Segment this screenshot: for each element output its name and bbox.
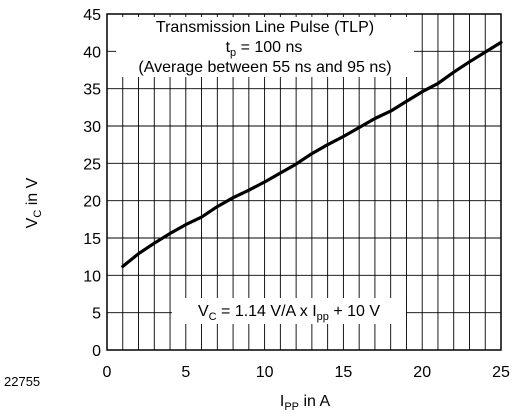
x-tick-label: 25: [492, 364, 510, 381]
x-tick-label: 10: [256, 364, 274, 381]
x-axis-label: IPP in A: [280, 393, 331, 413]
title-box-background: [116, 17, 414, 77]
y-tick-label: 30: [83, 119, 101, 136]
title-line-1: Transmission Line Pulse (TLP): [156, 19, 374, 36]
x-tick-labels: 0 5 10 15 20 25: [103, 364, 510, 381]
y-tick-label: 25: [83, 156, 101, 173]
y-tick-label: 10: [83, 268, 101, 285]
series-line: [121, 40, 503, 268]
title-line-3: (Average between 55 ns and 95 ns): [138, 59, 391, 76]
y-axis-label: VC in V: [24, 177, 44, 228]
figure-code: 22755: [4, 374, 40, 389]
title-line-2: tp = 100 ns: [226, 39, 303, 59]
x-tick-label: 5: [181, 364, 190, 381]
x-tick-label: 0: [103, 364, 112, 381]
y-tick-label: 15: [83, 231, 101, 248]
y-tick-label: 20: [83, 194, 101, 211]
y-tick-label: 45: [83, 7, 101, 24]
equation-label: VC = 1.14 V/A x Ipp + 10 V: [198, 303, 380, 323]
x-tick-label: 15: [335, 364, 353, 381]
y-tick-label: 0: [92, 343, 101, 360]
y-tick-labels: 0 5 10 15 20 25 30 35 40 45: [83, 7, 101, 360]
y-tick-label: 5: [92, 306, 101, 323]
x-tick-label: 20: [413, 364, 431, 381]
equation-box-background: [172, 298, 406, 324]
plot-frame: [106, 13, 502, 351]
y-tick-label: 35: [83, 82, 101, 99]
y-tick-label: 40: [83, 44, 101, 61]
